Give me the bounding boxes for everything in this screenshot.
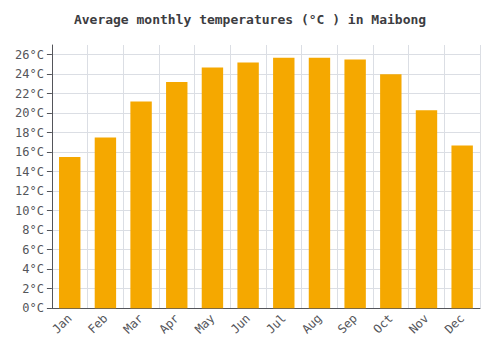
- svg-text:Nov: Nov: [406, 311, 431, 336]
- svg-text:Oct: Oct: [371, 311, 396, 336]
- svg-text:Jun: Jun: [228, 311, 253, 336]
- svg-text:26°C: 26°C: [15, 48, 44, 62]
- svg-text:Jan: Jan: [49, 311, 74, 336]
- svg-text:2°C: 2°C: [22, 282, 44, 296]
- svg-text:4°C: 4°C: [22, 262, 44, 276]
- svg-text:Mar: Mar: [121, 311, 146, 336]
- svg-text:20°C: 20°C: [15, 106, 44, 120]
- svg-text:Apr: Apr: [156, 311, 181, 336]
- svg-text:16°C: 16°C: [15, 145, 44, 159]
- svg-text:6°C: 6°C: [22, 243, 44, 257]
- svg-text:18°C: 18°C: [15, 126, 44, 140]
- svg-text:22°C: 22°C: [15, 87, 44, 101]
- svg-text:Dec: Dec: [442, 311, 467, 336]
- svg-text:Jul: Jul: [264, 311, 289, 336]
- svg-text:24°C: 24°C: [15, 67, 44, 81]
- svg-text:Feb: Feb: [85, 311, 110, 336]
- svg-text:Aug: Aug: [299, 311, 324, 336]
- svg-text:8°C: 8°C: [22, 223, 44, 237]
- svg-text:Average monthly temperatures (: Average monthly temperatures (°C ) in Ma…: [74, 12, 426, 27]
- svg-text:May: May: [192, 311, 217, 336]
- svg-text:10°C: 10°C: [15, 204, 44, 218]
- svg-text:14°C: 14°C: [15, 165, 44, 179]
- svg-text:0°C: 0°C: [22, 301, 44, 315]
- svg-text:Sep: Sep: [335, 311, 360, 336]
- svg-text:12°C: 12°C: [15, 184, 44, 198]
